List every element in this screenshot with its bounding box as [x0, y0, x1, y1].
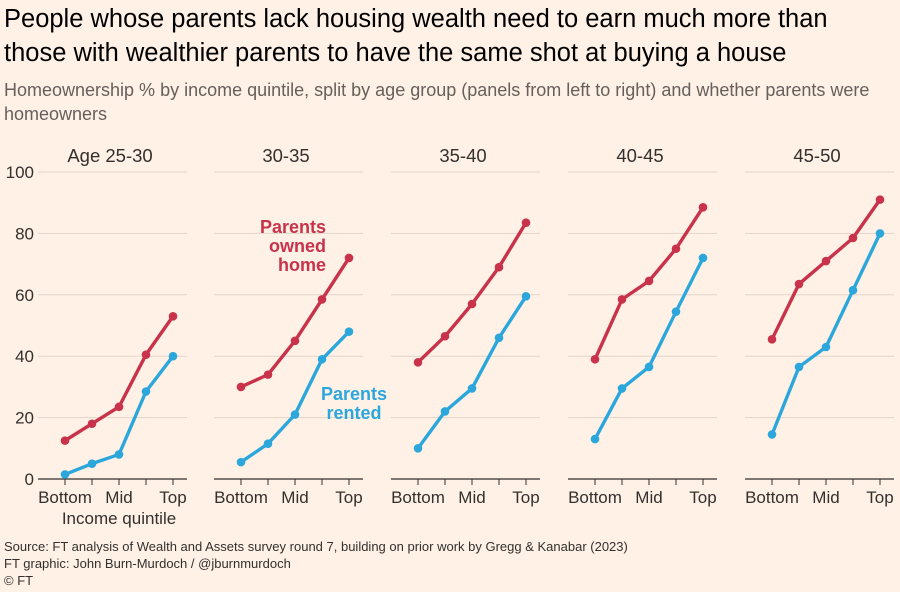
x-tick-label: Mid — [105, 488, 132, 507]
series-line-owned — [416, 220, 528, 365]
annotation-rented-line: Parents — [321, 384, 387, 404]
data-point-rented — [290, 410, 300, 419]
x-tick-label: Bottom — [214, 488, 268, 507]
x-tick-label: Bottom — [391, 488, 445, 507]
annotation-rented-line: rented — [326, 403, 381, 423]
data-point-owned — [60, 436, 70, 445]
x-axis-title: Income quintile — [62, 509, 176, 528]
data-point-owned — [440, 331, 450, 341]
data-point-rented — [344, 327, 354, 336]
panel-title: Age 25-30 — [67, 145, 152, 166]
data-point-owned — [494, 262, 504, 272]
data-point-rented — [617, 384, 627, 393]
panel-title: 35-40 — [439, 145, 486, 166]
data-point-owned — [413, 358, 423, 367]
series-line-owned — [239, 256, 351, 389]
data-point-owned — [168, 311, 178, 321]
footer: Source: FT analysis of Wealth and Assets… — [4, 538, 628, 589]
data-point-owned — [114, 402, 124, 412]
data-point-owned — [290, 336, 300, 346]
data-point-owned — [521, 218, 531, 227]
data-point-rented — [114, 450, 124, 459]
x-tick-label: Bottom — [745, 488, 799, 507]
data-point-owned — [617, 295, 627, 304]
x-tick-label: Mid — [458, 488, 485, 507]
data-point-rented — [317, 354, 327, 364]
y-tick-label: 40 — [15, 347, 34, 366]
panel-title: 45-50 — [793, 145, 840, 166]
x-tick-label: Top — [689, 488, 716, 507]
data-point-rented — [767, 430, 777, 439]
y-tick-label: 80 — [15, 224, 34, 243]
data-point-rented — [644, 362, 654, 372]
y-tick-label: 0 — [25, 470, 34, 489]
annotation-owned-line: owned — [269, 236, 326, 256]
chart-title: People whose parents lack housing wealth… — [4, 5, 828, 67]
data-point-owned — [794, 279, 804, 289]
graphic-credit: FT graphic: John Burn-Murdoch / @jburnmu… — [4, 556, 291, 571]
data-point-owned — [467, 299, 477, 309]
data-point-rented — [698, 253, 708, 263]
data-point-rented — [263, 439, 273, 448]
data-point-rented — [590, 434, 600, 444]
y-tick-label: 60 — [15, 286, 34, 305]
annotation-owned-line: home — [278, 255, 326, 275]
data-point-owned — [263, 370, 273, 379]
data-point-rented — [467, 384, 477, 393]
data-point-owned — [590, 354, 600, 364]
data-point-rented — [168, 351, 178, 361]
x-tick-label: Top — [159, 488, 186, 507]
data-point-owned — [671, 244, 681, 254]
data-point-owned — [821, 256, 831, 266]
x-tick-label: Bottom — [38, 488, 92, 507]
x-tick-label: Bottom — [568, 488, 622, 507]
copyright: © FT — [4, 573, 34, 588]
data-point-rented — [440, 407, 450, 416]
data-point-owned — [848, 233, 858, 243]
series-line-rented — [416, 294, 528, 450]
annotation-owned-line: Parents — [260, 217, 326, 237]
data-point-rented — [141, 387, 151, 396]
data-point-owned — [767, 335, 777, 344]
y-tick-label: 20 — [15, 409, 34, 428]
x-tick-label: Top — [512, 488, 539, 507]
data-point-owned — [698, 203, 708, 212]
panel-title: 40-45 — [616, 145, 663, 166]
x-tick-label: Mid — [812, 488, 839, 507]
data-point-rented — [413, 444, 423, 453]
panel-title: 30-35 — [262, 145, 309, 166]
source-note: Source: FT analysis of Wealth and Assets… — [4, 539, 628, 554]
data-point-owned — [317, 295, 327, 304]
x-tick-label: Top — [335, 488, 362, 507]
data-point-owned — [141, 350, 151, 359]
x-tick-label: Mid — [635, 488, 662, 507]
data-point-rented — [671, 307, 681, 316]
data-point-owned — [87, 419, 97, 429]
y-tick-label: 100 — [6, 163, 34, 182]
data-point-rented — [848, 285, 858, 295]
data-point-rented — [60, 470, 70, 479]
data-point-owned — [644, 276, 654, 286]
x-tick-label: Top — [866, 488, 893, 507]
data-point-rented — [87, 459, 97, 468]
data-point-rented — [794, 362, 804, 372]
data-point-owned — [236, 382, 246, 392]
data-point-rented — [236, 457, 246, 467]
chart-subtitle: Homeownership % by income quintile, spli… — [4, 80, 870, 124]
data-point-owned — [344, 253, 354, 263]
data-point-rented — [521, 292, 531, 301]
data-point-rented — [875, 229, 885, 238]
x-tick-label: Mid — [281, 488, 308, 507]
data-point-owned — [875, 195, 885, 204]
data-point-rented — [821, 342, 831, 352]
data-point-rented — [494, 333, 504, 343]
